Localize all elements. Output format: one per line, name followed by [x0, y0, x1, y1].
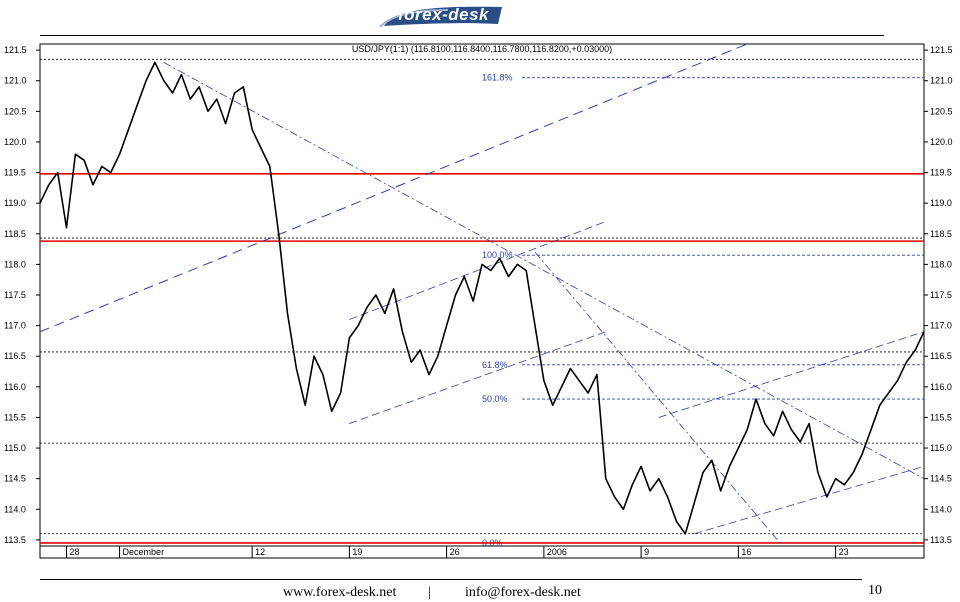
footer-separator: |: [428, 585, 431, 600]
trend-line: [694, 466, 925, 535]
forex-desk-logo: [379, 6, 502, 28]
footer-email-link[interactable]: info@forex-desk.net: [465, 585, 581, 600]
y-tick-label-left: 121.5: [4, 45, 27, 55]
x-tick-label: 16: [741, 547, 751, 557]
x-tick-label: 2006: [547, 547, 567, 557]
y-tick-label-left: 114.5: [4, 474, 26, 484]
y-tick-label-right: 118.0: [930, 259, 952, 269]
x-tick-label: 9: [644, 547, 649, 557]
trend-line: [349, 331, 606, 424]
chart-title: USD/JPY(1:1) (116.8100,116.8400,116.7800…: [352, 44, 612, 54]
y-tick-label-right: 113.5: [930, 535, 952, 545]
trend-line: [658, 331, 925, 418]
y-tick-label-right: 120.5: [930, 106, 953, 116]
footer-rule: [40, 579, 862, 580]
y-tick-label-left: 119.5: [4, 168, 26, 178]
y-tick-label-right: 119.0: [930, 198, 952, 208]
fibonacci-label: 61.8%: [482, 360, 508, 370]
logo-text: forex-desk: [398, 5, 489, 24]
trend-line: [534, 251, 783, 547]
y-tick-label-left: 118.0: [4, 259, 26, 269]
y-tick-label-right: 116.0: [930, 382, 952, 392]
y-tick-label-right: 117.5: [930, 290, 952, 300]
page-number: 10: [868, 583, 882, 598]
x-tick-label: 19: [352, 547, 362, 557]
footer-website-link[interactable]: www.forex-desk.net: [283, 585, 397, 600]
y-tick-label-right: 121.0: [930, 76, 953, 86]
y-tick-label-left: 119.0: [4, 198, 26, 208]
y-tick-label-right: 115.5: [930, 412, 952, 422]
x-tick-label: 12: [255, 547, 265, 557]
y-tick-label-right: 118.5: [930, 229, 952, 239]
y-tick-label-right: 117.0: [930, 321, 952, 331]
y-tick-label-left: 114.0: [4, 504, 26, 514]
y-tick-label-right: 120.0: [930, 137, 953, 147]
y-tick-label-right: 121.5: [930, 45, 953, 55]
y-tick-label-left: 121.0: [4, 76, 27, 86]
fibonacci-label: 161.8%: [482, 73, 513, 83]
x-tick-label: 28: [70, 547, 80, 557]
y-tick-label-right: 119.5: [930, 168, 952, 178]
trend-line: [349, 221, 606, 320]
y-tick-label-left: 116.5: [4, 351, 26, 361]
y-tick-label-right: 115.0: [930, 443, 952, 453]
header-rule: [40, 35, 884, 36]
footer: www.forex-desk.net | info@forex-desk.net…: [0, 583, 960, 602]
y-tick-label-left: 118.5: [4, 229, 26, 239]
plot-frame: [39, 43, 925, 559]
price-series-line: [39, 61, 925, 535]
fibonacci-label: 100.0%: [482, 250, 513, 260]
y-tick-label-left: 116.0: [4, 382, 26, 392]
y-tick-label-left: 117.0: [4, 321, 26, 331]
x-tick-label: 26: [450, 547, 460, 557]
y-tick-label-right: 116.5: [930, 351, 952, 361]
y-tick-label-left: 113.5: [4, 535, 26, 545]
trend-line: [163, 62, 925, 480]
y-tick-label-left: 115.5: [4, 412, 26, 422]
y-tick-label-left: 120.0: [4, 137, 27, 147]
y-tick-label-left: 120.5: [4, 106, 27, 116]
y-tick-label-right: 114.5: [930, 474, 952, 484]
y-tick-label-right: 114.0: [930, 504, 952, 514]
x-tick-label: December: [123, 547, 165, 557]
x-tick-label: 23: [839, 547, 849, 557]
price-chart: 113.5 113.5 114.0 114.0 114.5 114.5 115.0 115.0…: [4, 43, 953, 559]
fibonacci-label: 50.0%: [482, 394, 508, 404]
y-tick-label-left: 115.0: [4, 443, 26, 453]
y-tick-label-left: 117.5: [4, 290, 26, 300]
